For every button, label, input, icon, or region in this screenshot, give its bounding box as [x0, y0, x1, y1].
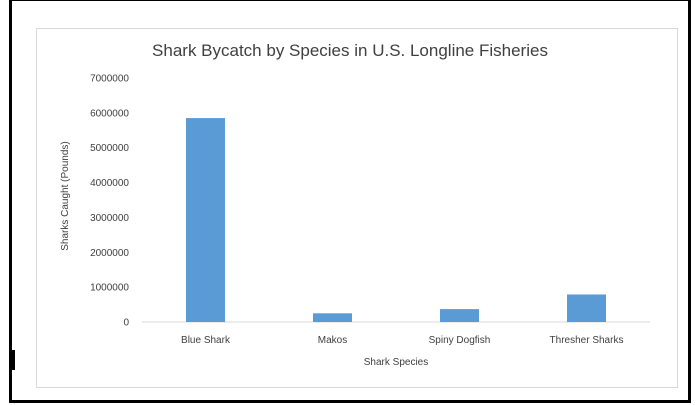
x-axis-label: Shark Species — [364, 357, 428, 368]
chart-area — [36, 28, 678, 388]
y-tick-label: 1000000 — [90, 283, 129, 294]
x-tick-label: Spiny Dogfish — [429, 335, 491, 346]
chart-title: Shark Bycatch by Species in U.S. Longlin… — [152, 41, 548, 60]
y-tick-label: 0 — [123, 318, 129, 329]
x-tick-labels: Blue Shark Makos Spiny Dogfish Thresher Sha… — [181, 335, 623, 346]
bar — [186, 118, 225, 322]
y-tick-label: 2000000 — [90, 248, 129, 259]
x-tick-label: Makos — [318, 335, 347, 346]
x-tick-label: Thresher Sharks — [550, 335, 624, 346]
screenshot-frame — [9, 0, 691, 403]
y-tick-label: 5000000 — [90, 143, 129, 154]
bar — [313, 313, 352, 322]
bars — [186, 118, 606, 322]
frame-edge-mark — [12, 350, 15, 370]
y-tick-labels: 0 1000000 2000000 3000000 4000000 5000000 6000… — [90, 74, 129, 329]
bar — [440, 309, 479, 322]
y-tick-label: 7000000 — [90, 74, 129, 85]
y-tick-label: 4000000 — [90, 178, 129, 189]
y-axis-label: Sharks Caught (Pounds) — [60, 141, 71, 251]
x-tick-label: Blue Shark — [181, 335, 231, 346]
y-tick-label: 6000000 — [90, 108, 129, 119]
y-tick-label: 3000000 — [90, 213, 129, 224]
bar — [567, 294, 606, 322]
